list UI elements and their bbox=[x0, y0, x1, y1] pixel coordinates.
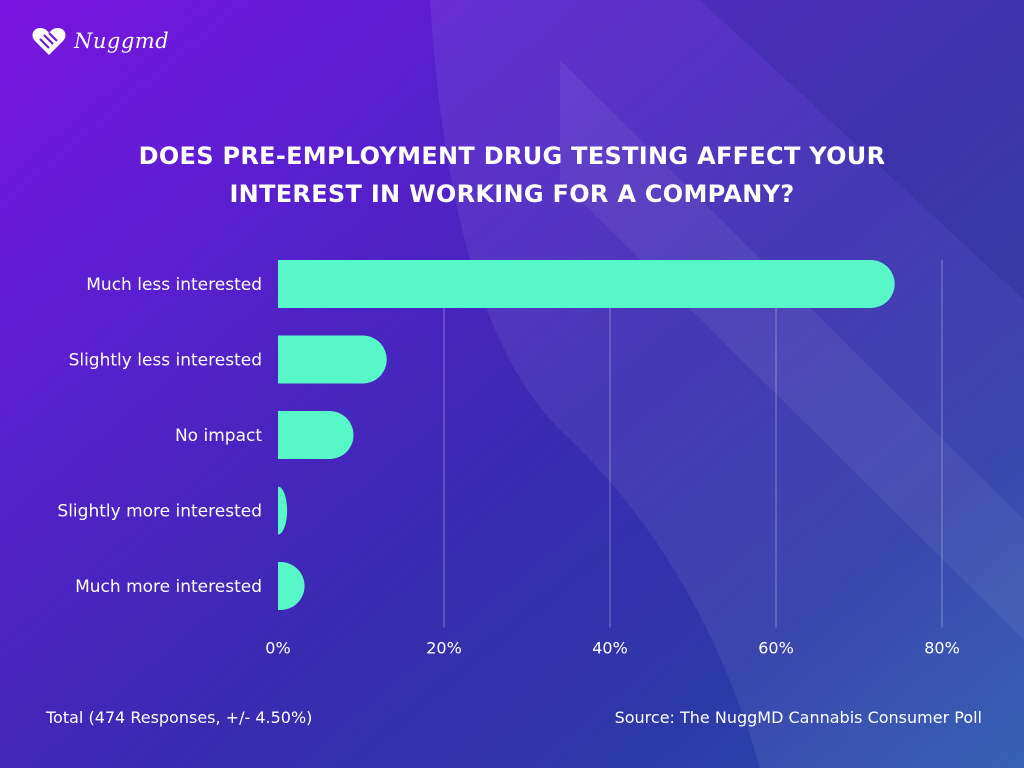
chart-title-line-2: INTEREST IN WORKING FOR A COMPANY? bbox=[229, 180, 795, 208]
bar bbox=[278, 562, 305, 610]
brand-name: Nuggmd bbox=[74, 29, 170, 53]
bar bbox=[278, 260, 895, 308]
bar bbox=[278, 411, 354, 459]
category-label: No impact bbox=[175, 426, 262, 446]
x-tick-label: 20% bbox=[426, 639, 462, 658]
bar bbox=[278, 335, 387, 384]
x-tick-label: 40% bbox=[592, 639, 628, 658]
x-tick-label: 80% bbox=[924, 639, 960, 658]
category-label: Slightly less interested bbox=[69, 351, 262, 371]
category-label: Slightly more interested bbox=[57, 502, 262, 522]
category-label: Much more interested bbox=[75, 577, 262, 597]
x-tick-label: 60% bbox=[758, 639, 794, 658]
x-tick-label: 0% bbox=[265, 639, 290, 658]
heart-leaf-icon bbox=[32, 28, 66, 55]
chart-title-line-1: DOES PRE-EMPLOYMENT DRUG TESTING AFFECT … bbox=[138, 142, 886, 170]
source-note: Source: The NuggMD Cannabis Consumer Pol… bbox=[614, 708, 982, 727]
brand-logo: Nuggmd bbox=[32, 26, 169, 56]
total-responses-note: Total (474 Responses, +/- 4.50%) bbox=[46, 708, 313, 727]
category-label: Much less interested bbox=[86, 275, 262, 295]
bar bbox=[278, 486, 288, 535]
